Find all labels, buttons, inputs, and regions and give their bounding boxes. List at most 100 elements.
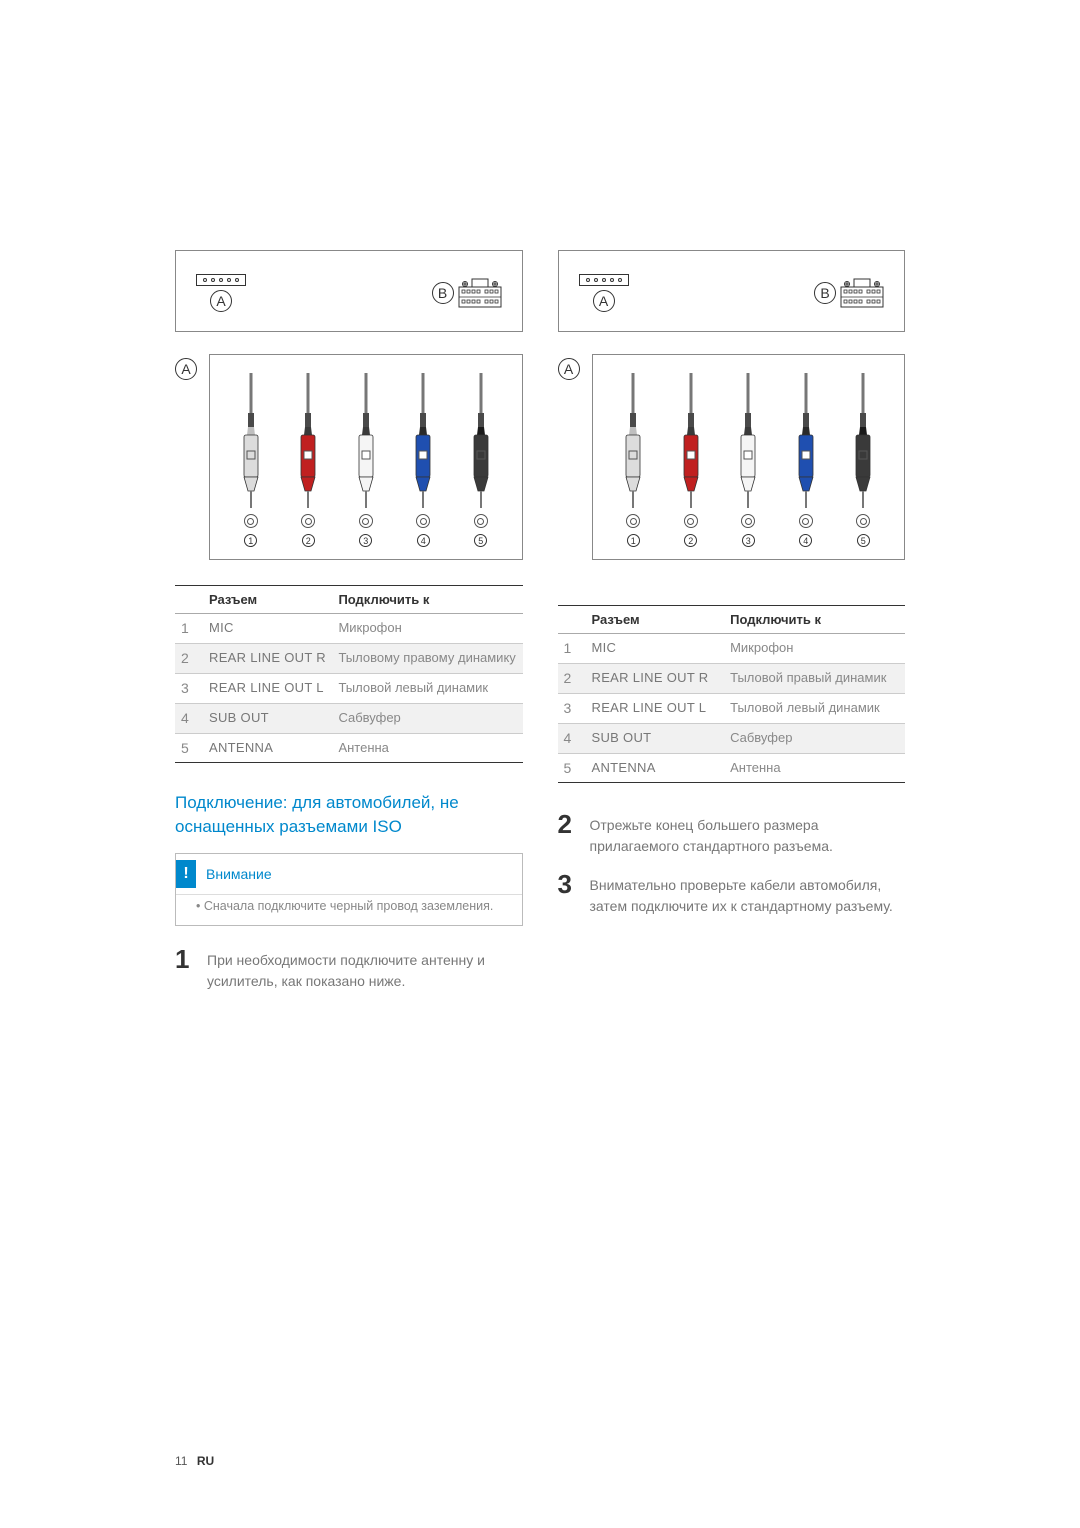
cell-connector: REAR LINE OUT L bbox=[586, 693, 725, 723]
cell-num: 3 bbox=[175, 673, 203, 703]
table-row: 2REAR LINE OUT RТыловому правому динамик… bbox=[175, 643, 523, 673]
sub-heading: Подключение: для автомобилей, не оснащен… bbox=[175, 791, 523, 839]
th-num bbox=[558, 606, 586, 634]
table-row: 4SUB OUTСабвуфер bbox=[175, 703, 523, 733]
jack-5: 5 bbox=[850, 373, 876, 547]
cell-num: 1 bbox=[558, 634, 586, 664]
cell-desc: Тыловому правому динамику bbox=[332, 643, 522, 673]
table-row: 3REAR LINE OUT LТыловой левый динамик bbox=[175, 673, 523, 703]
jack-4: 4 bbox=[793, 373, 819, 547]
cell-desc: Микрофон bbox=[724, 634, 905, 664]
jack-number: 1 bbox=[627, 534, 640, 547]
caution-body: Сначала подключите черный провод заземле… bbox=[176, 894, 522, 925]
table-row: 3REAR LINE OUT LТыловой левый динамик bbox=[558, 693, 906, 723]
jack-2: 2 bbox=[678, 373, 704, 547]
connector-box-r: 1 2 3 4 5 bbox=[592, 354, 906, 560]
label-b: B bbox=[814, 282, 836, 304]
page-content: A B bbox=[0, 0, 1080, 1066]
cell-desc: Антенна bbox=[724, 753, 905, 783]
th-connect-to: Подключить к bbox=[332, 586, 522, 614]
connector-box: 1 2 3 4 5 bbox=[209, 354, 523, 560]
connector-panel: A 1 2 3 4 bbox=[175, 354, 523, 560]
cell-connector: SUB OUT bbox=[586, 723, 725, 753]
step-text: При необходимости подключите антенну и у… bbox=[207, 946, 523, 992]
step-2: 2 Отрежьте конец большего размера прилаг… bbox=[558, 811, 906, 857]
cell-connector: ANTENNA bbox=[203, 733, 332, 763]
jack-number: 4 bbox=[417, 534, 430, 547]
label-a: A bbox=[210, 290, 232, 312]
caution-icon bbox=[176, 860, 196, 888]
step-text: Отрежьте конец большего размера прилагае… bbox=[590, 811, 906, 857]
jack-ring-icon bbox=[856, 514, 870, 528]
iso-connector-icon bbox=[458, 278, 502, 308]
cell-desc: Сабвуфер bbox=[332, 703, 522, 733]
connector-table-left: Разъем Подключить к 1MICМикрофон2REAR LI… bbox=[175, 585, 523, 763]
jack-number: 2 bbox=[684, 534, 697, 547]
step-num: 1 bbox=[175, 946, 193, 992]
cell-num: 4 bbox=[558, 723, 586, 753]
table-row: 5ANTENNAАнтенна bbox=[175, 733, 523, 763]
step-num: 2 bbox=[558, 811, 576, 857]
step-num: 3 bbox=[558, 871, 576, 917]
cell-num: 2 bbox=[175, 643, 203, 673]
connector-panel-r: A 1 2 3 4 bbox=[558, 354, 906, 560]
jack-2: 2 bbox=[295, 373, 321, 547]
cell-desc: Тыловой левый динамик bbox=[724, 693, 905, 723]
step-text: Внимательно проверьте кабели автомобиля,… bbox=[590, 871, 906, 917]
diagram-right-group: B bbox=[432, 278, 502, 308]
connector-table-right: Разъем Подключить к 1MICМикрофон2REAR LI… bbox=[558, 605, 906, 783]
iso-connector-icon bbox=[840, 278, 884, 308]
cell-num: 1 bbox=[175, 614, 203, 644]
label-a: A bbox=[593, 290, 615, 312]
cell-connector: MIC bbox=[586, 634, 725, 664]
label-b: B bbox=[432, 282, 454, 304]
jack-1: 1 bbox=[620, 373, 646, 547]
jack-ring-icon bbox=[416, 514, 430, 528]
page-footer: 11 RU bbox=[175, 1454, 214, 1468]
cell-num: 2 bbox=[558, 663, 586, 693]
top-diagram-box-r: A B bbox=[558, 250, 906, 332]
jack-ring-icon bbox=[244, 514, 258, 528]
step-3: 3 Внимательно проверьте кабели автомобил… bbox=[558, 871, 906, 917]
jack-3: 3 bbox=[735, 373, 761, 547]
caution-title: Внимание bbox=[206, 866, 272, 882]
diagram-left-group: A bbox=[196, 274, 246, 312]
cell-num: 5 bbox=[175, 733, 203, 763]
cell-connector: REAR LINE OUT R bbox=[586, 663, 725, 693]
jack-ring-icon bbox=[474, 514, 488, 528]
cell-num: 4 bbox=[175, 703, 203, 733]
jack-ring-icon bbox=[626, 514, 640, 528]
table-row: 1MICМикрофон bbox=[175, 614, 523, 644]
right-column: A B bbox=[558, 250, 906, 1006]
jack-number: 3 bbox=[359, 534, 372, 547]
top-diagram-box: A B bbox=[175, 250, 523, 332]
jack-ring-icon bbox=[741, 514, 755, 528]
jack-4: 4 bbox=[410, 373, 436, 547]
jack-3: 3 bbox=[353, 373, 379, 547]
jack-ring-icon bbox=[684, 514, 698, 528]
jack-1: 1 bbox=[238, 373, 264, 547]
table-row: 4SUB OUTСабвуфер bbox=[558, 723, 906, 753]
left-column: A B bbox=[175, 250, 523, 1006]
panel-label-a: A bbox=[175, 358, 197, 380]
jack-number: 5 bbox=[474, 534, 487, 547]
jack-number: 3 bbox=[742, 534, 755, 547]
cell-connector: MIC bbox=[203, 614, 332, 644]
cell-desc: Тыловой левый динамик bbox=[332, 673, 522, 703]
cell-desc: Антенна bbox=[332, 733, 522, 763]
jack-number: 4 bbox=[799, 534, 812, 547]
cell-desc: Микрофон bbox=[332, 614, 522, 644]
table-row: 5ANTENNAАнтенна bbox=[558, 753, 906, 783]
holes-row bbox=[579, 274, 629, 286]
cell-connector: SUB OUT bbox=[203, 703, 332, 733]
jack-number: 1 bbox=[244, 534, 257, 547]
th-connect-to: Подключить к bbox=[724, 606, 905, 634]
jack-number: 2 bbox=[302, 534, 315, 547]
cell-connector: REAR LINE OUT R bbox=[203, 643, 332, 673]
th-connector: Разъем bbox=[586, 606, 725, 634]
table-row: 1MICМикрофон bbox=[558, 634, 906, 664]
jack-number: 5 bbox=[857, 534, 870, 547]
cell-num: 5 bbox=[558, 753, 586, 783]
jack-ring-icon bbox=[799, 514, 813, 528]
cell-desc: Сабвуфер bbox=[724, 723, 905, 753]
